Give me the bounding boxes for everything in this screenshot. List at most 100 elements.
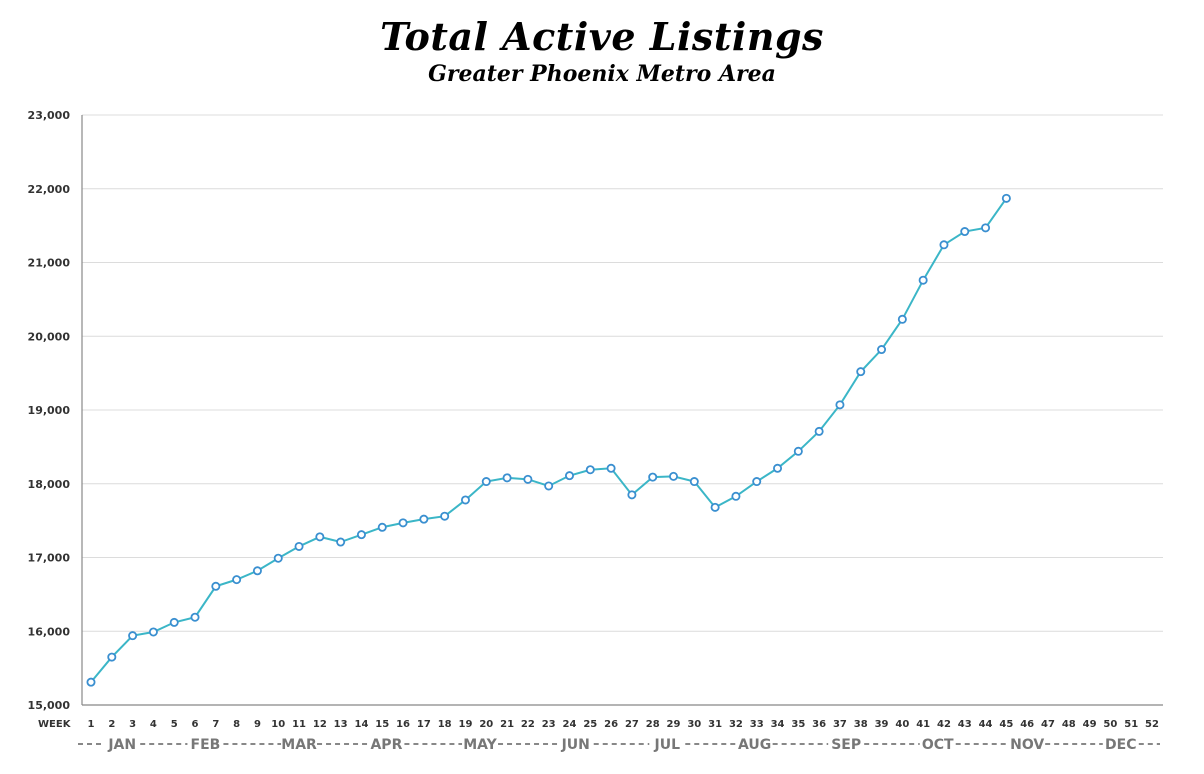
- data-point: [627, 490, 637, 500]
- x-tick-label: 2: [108, 719, 115, 730]
- data-point: [169, 617, 179, 627]
- x-tick-label: 7: [212, 719, 219, 730]
- x-tick-label: 18: [438, 719, 452, 730]
- month-label: OCT: [922, 737, 954, 753]
- x-tick-label: 38: [854, 719, 868, 730]
- x-tick-label: 46: [1020, 719, 1034, 730]
- data-point: [856, 367, 866, 377]
- x-tick-label: 26: [604, 719, 618, 730]
- series-line: [90, 197, 1008, 683]
- month-label: JUL: [654, 737, 681, 753]
- x-tick-label: 5: [171, 719, 178, 730]
- data-point: [273, 553, 283, 563]
- data-point: [232, 575, 242, 585]
- x-tick-label: 31: [708, 719, 722, 730]
- x-tick-label: 21: [500, 719, 514, 730]
- y-tick-label: 18,000: [28, 478, 71, 491]
- chart-subtitle: Greater Phoenix Metro Area: [428, 61, 776, 87]
- x-tick-label: 34: [771, 719, 785, 730]
- month-label: MAY: [463, 737, 497, 753]
- x-tick-label: 27: [625, 719, 639, 730]
- data-point: [773, 463, 783, 473]
- data-point: [294, 541, 304, 551]
- x-tick-label: 49: [1083, 719, 1097, 730]
- data-point: [585, 465, 595, 475]
- x-tick-label: 24: [563, 719, 577, 730]
- x-tick-label: 51: [1124, 719, 1138, 730]
- data-point: [731, 491, 741, 501]
- y-tick-label: 19,000: [28, 404, 71, 417]
- x-tick-label: 11: [292, 719, 306, 730]
- data-point: [356, 530, 366, 540]
- x-tick-label: 35: [791, 719, 805, 730]
- data-point: [981, 223, 991, 233]
- data-point: [502, 473, 512, 483]
- data-point: [377, 522, 387, 532]
- x-tick-label: 13: [334, 719, 348, 730]
- data-point: [564, 471, 574, 481]
- x-tick-label: 39: [875, 719, 889, 730]
- month-label: AUG: [738, 737, 771, 753]
- y-tick-label: 22,000: [28, 183, 71, 196]
- data-point: [606, 463, 616, 473]
- data-point: [481, 477, 491, 487]
- x-tick-label: 30: [687, 719, 701, 730]
- data-point: [710, 502, 720, 512]
- data-point: [939, 240, 949, 250]
- x-tick-label: 15: [375, 719, 389, 730]
- grid-lines: [81, 114, 1163, 706]
- x-tick-label: 36: [812, 719, 826, 730]
- x-tick-label: 4: [150, 719, 157, 730]
- x-tick-label: 41: [916, 719, 930, 730]
- data-point: [689, 477, 699, 487]
- y-tick-label: 23,000: [28, 109, 71, 122]
- data-point: [128, 631, 138, 641]
- x-tick-label: 45: [999, 719, 1013, 730]
- x-tick-label: 22: [521, 719, 535, 730]
- y-tick-label: 21,000: [28, 257, 71, 270]
- data-point: [315, 532, 325, 542]
- x-tick-label: 52: [1145, 719, 1159, 730]
- x-tick-label: 19: [459, 719, 473, 730]
- x-tick-label: 14: [354, 719, 368, 730]
- x-tick-label: 29: [667, 719, 681, 730]
- data-point: [107, 652, 117, 662]
- x-tick-label: 50: [1103, 719, 1117, 730]
- x-tick-label: 44: [979, 719, 993, 730]
- data-point: [419, 514, 429, 524]
- data-point: [1001, 193, 1011, 203]
- data-point: [252, 566, 262, 576]
- x-tick-label: 43: [958, 719, 972, 730]
- data-point: [440, 511, 450, 521]
- month-label: NOV: [1010, 737, 1044, 753]
- data-point: [190, 612, 200, 622]
- x-tick-label: 17: [417, 719, 431, 730]
- y-tick-label: 15,000: [28, 699, 71, 712]
- x-tick-label: 42: [937, 719, 951, 730]
- data-point: [523, 474, 533, 484]
- data-point: [544, 481, 554, 491]
- data-point: [211, 581, 221, 591]
- data-point: [877, 345, 887, 355]
- x-tick-label: 33: [750, 719, 764, 730]
- x-tick-label: 32: [729, 719, 743, 730]
- data-point: [398, 518, 408, 528]
- data-point: [86, 677, 96, 687]
- x-tick-label: 37: [833, 719, 847, 730]
- x-tick-label: 23: [542, 719, 556, 730]
- chart-title: Total Active Listings: [380, 14, 824, 59]
- x-tick-label: 9: [254, 719, 261, 730]
- data-point: [648, 472, 658, 482]
- x-tick-label: 12: [313, 719, 327, 730]
- month-label: MAR: [281, 737, 317, 753]
- x-tick-label: 6: [192, 719, 199, 730]
- data-point: [960, 227, 970, 237]
- data-point: [835, 400, 845, 410]
- data-point: [669, 471, 679, 481]
- x-tick-label: 48: [1062, 719, 1076, 730]
- month-label: JAN: [107, 737, 136, 753]
- month-label: APR: [370, 737, 402, 753]
- plot-area: [86, 193, 1011, 687]
- x-axis-label: WEEK: [38, 719, 72, 730]
- x-tick-label: 16: [396, 719, 410, 730]
